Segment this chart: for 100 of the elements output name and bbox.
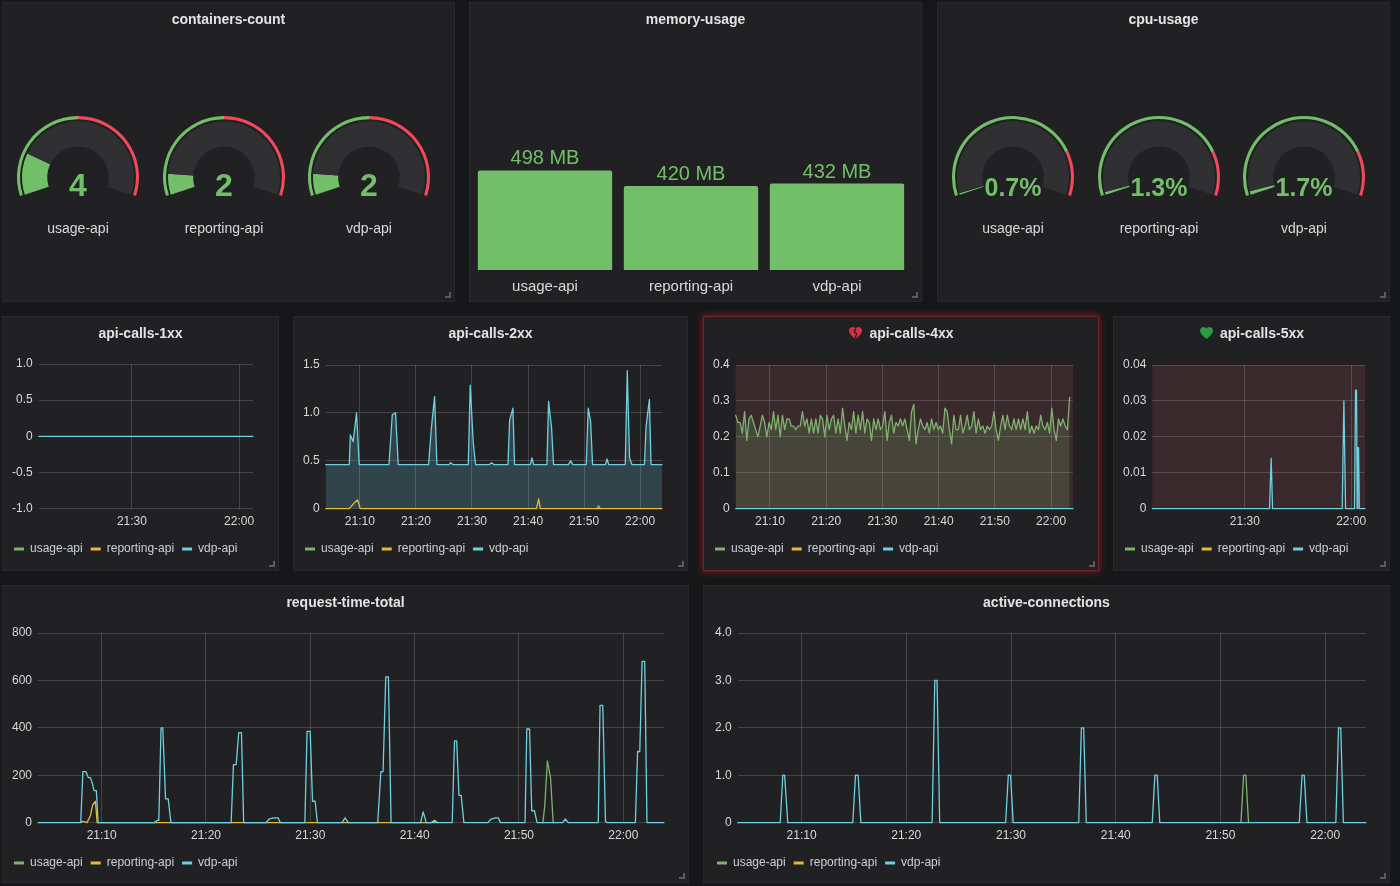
legend-label: reporting-api [1217, 541, 1286, 556]
chart-title: api-calls-5xx [1219, 324, 1305, 342]
legend-label: usage-api [731, 541, 784, 556]
y-tick-label: 0.02 [1123, 429, 1147, 444]
legend-label: reporting-api [106, 541, 175, 556]
y-tick-label: 0.3 [712, 393, 730, 408]
y-tick-label: 0.04 [1123, 357, 1147, 372]
text: 4 [69, 167, 88, 204]
x-tick-label: vdp-api [812, 277, 862, 295]
x-tick-label: 21:30 [295, 828, 326, 843]
y-tick-label: 0.5 [15, 392, 33, 407]
chart-title: request-time-total [286, 593, 405, 611]
y-tick-label: 0 [1139, 500, 1147, 515]
chart-title: api-calls-1xx [98, 324, 183, 342]
x-tick-label: 21:40 [1100, 828, 1132, 843]
y-tick-label: 0.1 [712, 465, 730, 480]
y-tick-label: 200 [11, 767, 33, 782]
legend-label: usage-api [1141, 541, 1194, 556]
text: 1.3% [1130, 173, 1188, 202]
x-tick-label: 22:00 [1036, 514, 1067, 529]
text: 0.7% [984, 173, 1042, 202]
y-tick-label: 4.0 [714, 625, 732, 640]
y-tick-label: 2.0 [714, 720, 732, 735]
x-tick-label: 22:00 [224, 514, 255, 529]
y-tick-label: -1.0 [11, 500, 33, 515]
legend-label: vdp-api [1309, 541, 1349, 556]
y-tick-label: 800 [11, 625, 33, 640]
y-tick-label: 600 [11, 672, 33, 687]
chart-title: memory-usage [645, 10, 746, 28]
x-tick-label: 21:30 [456, 514, 488, 529]
text: vdp-api [1281, 220, 1327, 237]
x-tick-label: 21:10 [86, 828, 118, 843]
legend-label: reporting-api [106, 855, 175, 870]
legend-label: usage-api [30, 855, 83, 870]
y-tick-label: 1.0 [302, 405, 320, 420]
text: reporting-api [1119, 220, 1199, 237]
y-tick-label: 0.2 [712, 429, 730, 444]
legend-label: vdp-api [901, 855, 941, 870]
x-tick-label: 21:40 [513, 514, 544, 529]
x-tick-label: 22:00 [1310, 828, 1341, 843]
x-tick-label: 21:10 [344, 514, 376, 529]
y-tick-label: -0.5 [11, 464, 33, 479]
y-tick-label: 0.4 [712, 357, 730, 372]
legend-label: usage-api [30, 541, 83, 556]
x-tick-label: 21:50 [503, 828, 535, 843]
x-tick-label: 21:20 [400, 514, 432, 529]
x-tick-label: 21:20 [891, 828, 922, 843]
text: reporting-api [184, 220, 264, 237]
y-tick-label: 0 [25, 428, 33, 443]
x-tick-label: 21:40 [399, 828, 431, 843]
x-tick-label: 21:50 [1205, 828, 1236, 843]
text: 1.7% [1275, 173, 1333, 202]
y-tick-label: 0 [722, 500, 730, 515]
data-label: 498 MB [510, 146, 580, 169]
chart-title: api-calls-2xx [448, 324, 533, 342]
x-tick-label: 22:00 [625, 514, 656, 529]
x-tick-label: 22:00 [1336, 514, 1367, 529]
y-tick-label: 0.01 [1123, 465, 1147, 480]
text: containers-count [171, 10, 286, 28]
y-tick-label: 0.03 [1123, 393, 1147, 408]
x-tick-label: 21:10 [754, 514, 786, 529]
x-tick-label: 22:00 [608, 828, 639, 843]
x-tick-label: 21:30 [1229, 514, 1261, 529]
data-label: 432 MB [802, 159, 872, 182]
text: usage-api [47, 220, 109, 237]
text: 2 [215, 167, 233, 204]
y-tick-label: 1.5 [302, 357, 320, 372]
chart-title: active-connections [983, 593, 1110, 611]
x-tick-label: 21:10 [786, 828, 817, 843]
y-tick-label: 0 [724, 814, 732, 829]
x-tick-label: 21:40 [923, 514, 954, 529]
legend-label: vdp-api [489, 541, 529, 556]
x-tick-label: 21:30 [995, 828, 1027, 843]
legend-label: usage-api [733, 855, 786, 870]
x-tick-label: 21:20 [811, 514, 842, 529]
x-tick-label: usage-api [512, 277, 578, 295]
legend-label: vdp-api [198, 855, 238, 870]
text: cpu-usage [1128, 10, 1199, 28]
legend-label: reporting-api [397, 541, 466, 556]
text: 2 [360, 167, 378, 204]
y-tick-label: 3.0 [714, 672, 732, 687]
y-tick-label: 0 [312, 500, 320, 515]
y-tick-label: 400 [11, 720, 33, 735]
data-label: 420 MB [656, 162, 726, 184]
legend-label: usage-api [321, 541, 374, 556]
x-tick-label: reporting-api [648, 277, 734, 295]
x-tick-label: 21:50 [979, 514, 1011, 529]
legend-label: vdp-api [198, 541, 238, 556]
y-tick-label: 0.5 [302, 453, 320, 468]
text: vdp-api [346, 220, 392, 237]
x-tick-label: 21:50 [569, 514, 600, 529]
chart-title: api-calls-4xx [869, 324, 954, 342]
y-tick-label: 1.0 [15, 356, 33, 371]
legend-label: reporting-api [807, 541, 876, 556]
legend-label: reporting-api [809, 855, 878, 870]
legend-label: vdp-api [899, 541, 939, 556]
y-tick-label: 1.0 [714, 767, 732, 782]
text: usage-api [982, 220, 1044, 237]
x-tick-label: 21:30 [116, 514, 148, 529]
x-tick-label: 21:30 [867, 514, 898, 529]
